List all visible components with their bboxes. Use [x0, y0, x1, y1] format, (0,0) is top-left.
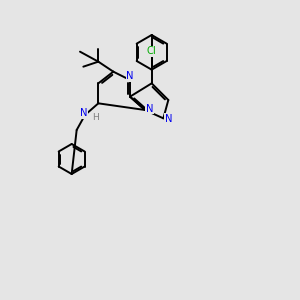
Text: N: N	[146, 103, 153, 113]
Text: N: N	[165, 114, 172, 124]
Text: Cl: Cl	[147, 46, 157, 56]
Text: N: N	[126, 71, 134, 81]
Text: H: H	[92, 113, 99, 122]
Text: N: N	[80, 109, 87, 118]
